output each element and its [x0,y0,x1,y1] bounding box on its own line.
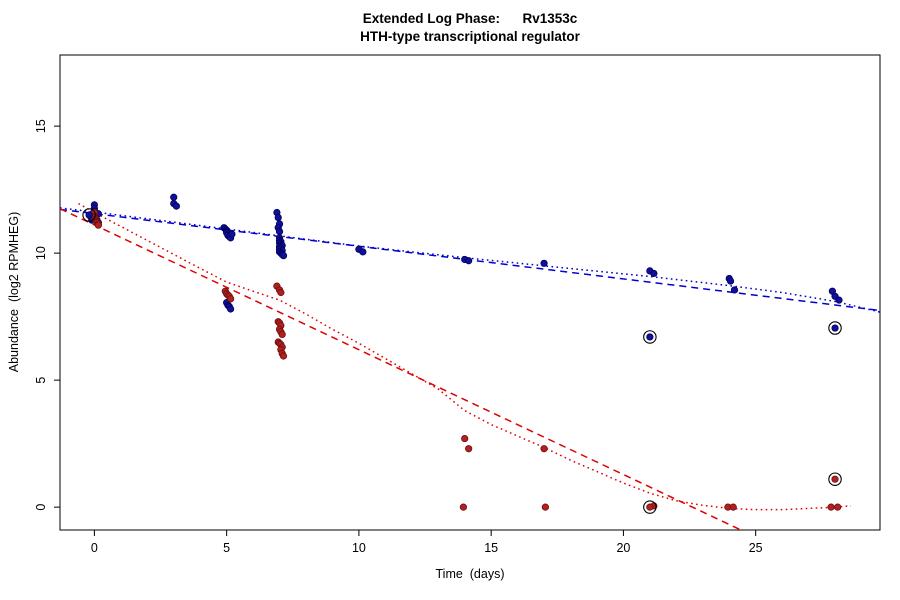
data-point [277,288,285,297]
red-flagged-points [643,472,842,514]
x-tick-label: 5 [223,541,230,555]
data-point [729,503,737,511]
data-point [465,445,473,453]
data-point [834,503,842,511]
data-point [274,213,282,222]
data-point [85,211,93,219]
x-tick-label: 15 [484,541,498,555]
data-point [170,193,178,201]
data-point [279,352,288,360]
outlier-ring [643,330,657,344]
data-point [278,330,286,339]
data-point [646,333,654,341]
data-point [227,305,235,313]
x-tick-label: 20 [616,541,630,555]
x-tick-label: 0 [91,541,98,555]
fit-line-red-dashed [59,207,741,531]
data-point [650,269,658,278]
data-point [831,324,839,332]
x-axis-label: Time (days) [435,567,505,581]
data-point [461,434,469,443]
blue-sample-points [86,193,843,313]
x-tick-label: 10 [352,541,366,555]
y-tick-label: 5 [34,377,48,384]
chart-subtitle: HTH-type transcriptional regulator [360,29,580,44]
fit-curve-red-dotted [78,202,851,511]
data-point [541,503,549,511]
data-point [459,503,467,511]
data-point [730,286,739,294]
data-point [540,259,548,267]
red-sample-points [88,208,842,511]
data-point [835,296,843,304]
data-point [279,252,288,260]
data-point [275,227,284,236]
outlier-ring [828,321,842,335]
blue-flagged-points [82,208,842,344]
data-point [227,295,235,303]
data-point [827,503,835,511]
data-point [831,475,839,483]
data-point [228,230,236,238]
outlier-ring [82,208,96,222]
y-tick-label: 10 [34,246,48,260]
data-point [540,445,548,453]
data-point [465,257,473,265]
data-point [172,202,180,210]
data-point [646,503,654,511]
y-tick-label: 15 [34,119,48,133]
x-tick-label: 25 [749,541,763,555]
outlier-ring [643,500,657,514]
plot-box [59,54,881,531]
data-point [726,277,735,285]
y-tick-label: 0 [34,504,48,511]
y-axis-label: Abundance (log2 RPMHEG) [7,211,21,373]
outlier-ring [828,472,842,486]
chart-title: Extended Log Phase: Rv1353c [362,11,578,26]
data-point [359,248,367,256]
data-point [94,221,102,229]
